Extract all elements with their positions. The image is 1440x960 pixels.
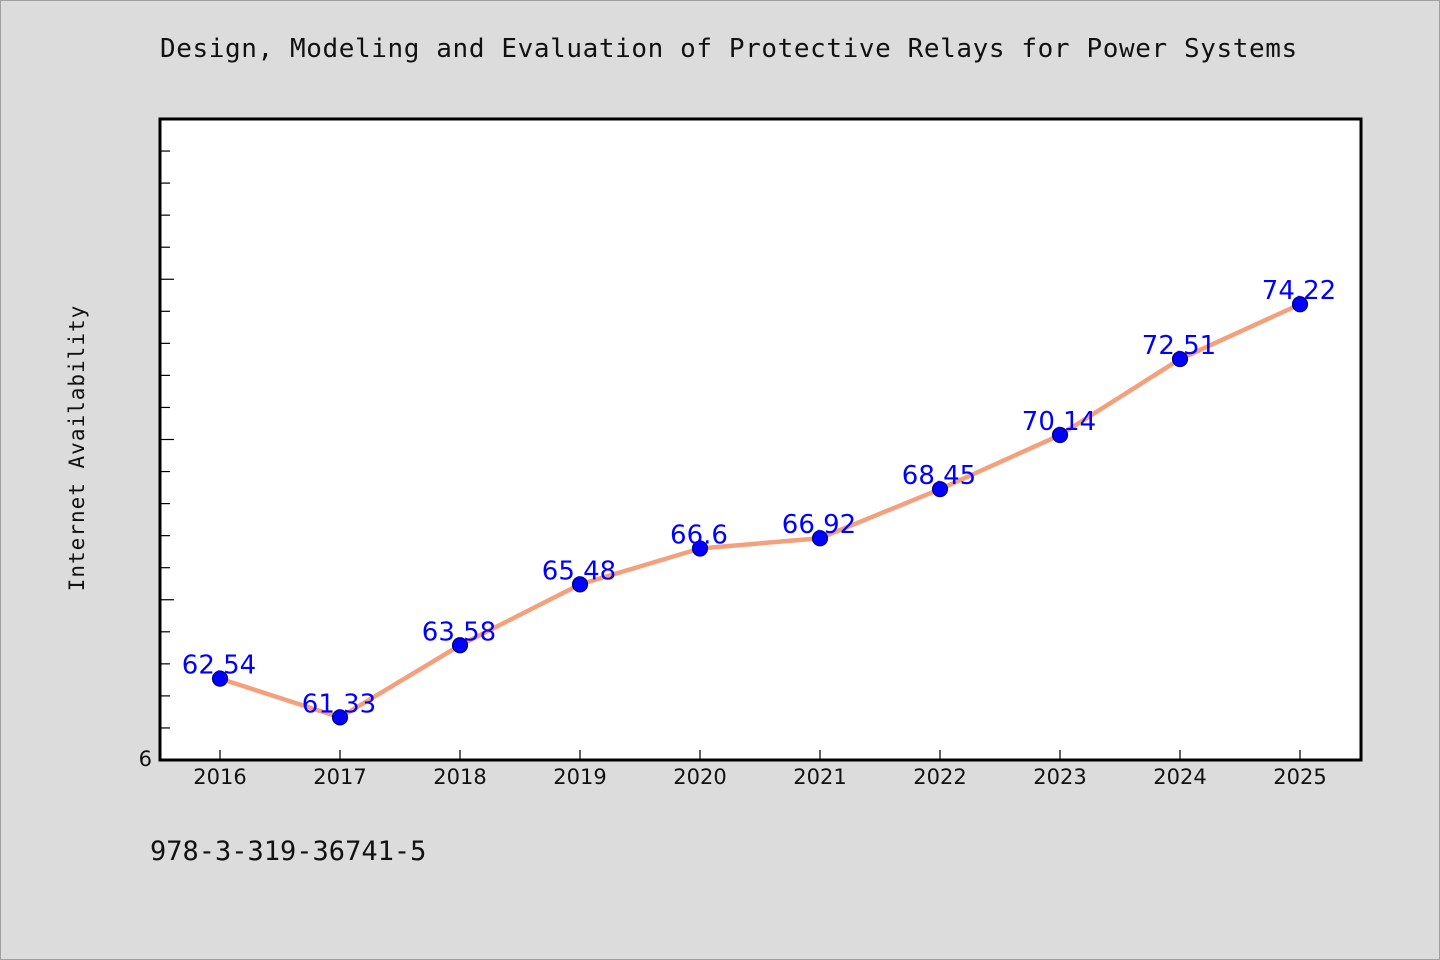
data-label: 70.14: [1022, 407, 1096, 437]
data-label: 68.45: [902, 461, 976, 491]
data-point: [811, 530, 829, 547]
x-tick-label: 2019: [553, 765, 606, 789]
data-label: 65.48: [542, 556, 616, 586]
plot-area: [158, 117, 1363, 762]
data-point: [691, 540, 709, 557]
data-label: 66.6: [670, 520, 728, 550]
data-point: [1291, 296, 1309, 313]
y-tick-label: 6: [139, 747, 152, 771]
data-label: 63.58: [422, 617, 496, 647]
x-tick-label: 2021: [793, 765, 846, 789]
data-label: 72.51: [1142, 331, 1216, 361]
data-point: [931, 481, 949, 498]
series-line: [217, 301, 1303, 720]
data-markers: [211, 296, 1309, 726]
x-tick-label: 2020: [673, 765, 726, 789]
x-axis-ticks: 2016 2017 2018 2019 2020 2021 2022 2023 2024 2025: [193, 750, 1327, 789]
x-tick-label: 2022: [913, 765, 966, 789]
data-point: [1051, 426, 1069, 444]
x-tick-label: 2023: [1033, 765, 1086, 789]
data-point: [1171, 350, 1189, 368]
x-tick-label: 2016: [193, 765, 246, 789]
chart-title: Design, Modeling and Evaluation of Prote…: [160, 34, 1298, 64]
data-label: 66.92: [782, 510, 856, 540]
data-label: 62.54: [182, 651, 256, 681]
isbn-text: 978-3-319-36741-5: [150, 836, 427, 867]
x-tick-label: 2018: [433, 765, 486, 789]
data-label: 61.33: [302, 689, 376, 719]
data-label: 74.22: [1262, 276, 1336, 306]
y-axis-ticks: [160, 118, 174, 761]
data-point: [331, 709, 349, 726]
data-point: [451, 637, 469, 654]
x-tick-label: 2017: [313, 765, 366, 789]
data-point: [211, 670, 229, 687]
data-labels: 62.54 61.33 63.58 65.48 66.6 66.92 68.45 70.14 7…: [182, 276, 1336, 719]
x-tick-label: 2024: [1153, 765, 1206, 789]
data-point: [571, 576, 589, 593]
x-tick-label: 2025: [1273, 765, 1326, 789]
